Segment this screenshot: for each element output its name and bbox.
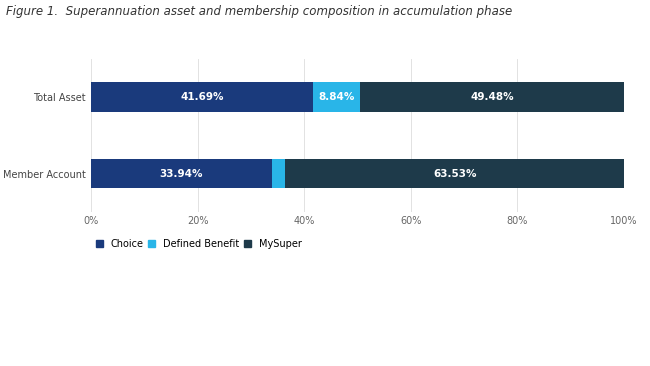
- Text: 49.48%: 49.48%: [471, 92, 514, 102]
- Bar: [91, 159, 272, 188]
- Text: 41.69%: 41.69%: [180, 92, 224, 102]
- Text: Figure 1.  Superannuation asset and membership composition in accumulation phase: Figure 1. Superannuation asset and membe…: [6, 5, 513, 19]
- Bar: [313, 82, 360, 112]
- Bar: [91, 82, 313, 112]
- Legend: Choice, Defined Benefit, MySuper: Choice, Defined Benefit, MySuper: [96, 239, 302, 249]
- Text: 8.84%: 8.84%: [318, 92, 355, 102]
- Text: 33.94%: 33.94%: [160, 169, 203, 179]
- Bar: [272, 159, 285, 188]
- Text: 63.53%: 63.53%: [433, 169, 476, 179]
- Bar: [360, 82, 624, 112]
- Bar: [285, 159, 624, 188]
